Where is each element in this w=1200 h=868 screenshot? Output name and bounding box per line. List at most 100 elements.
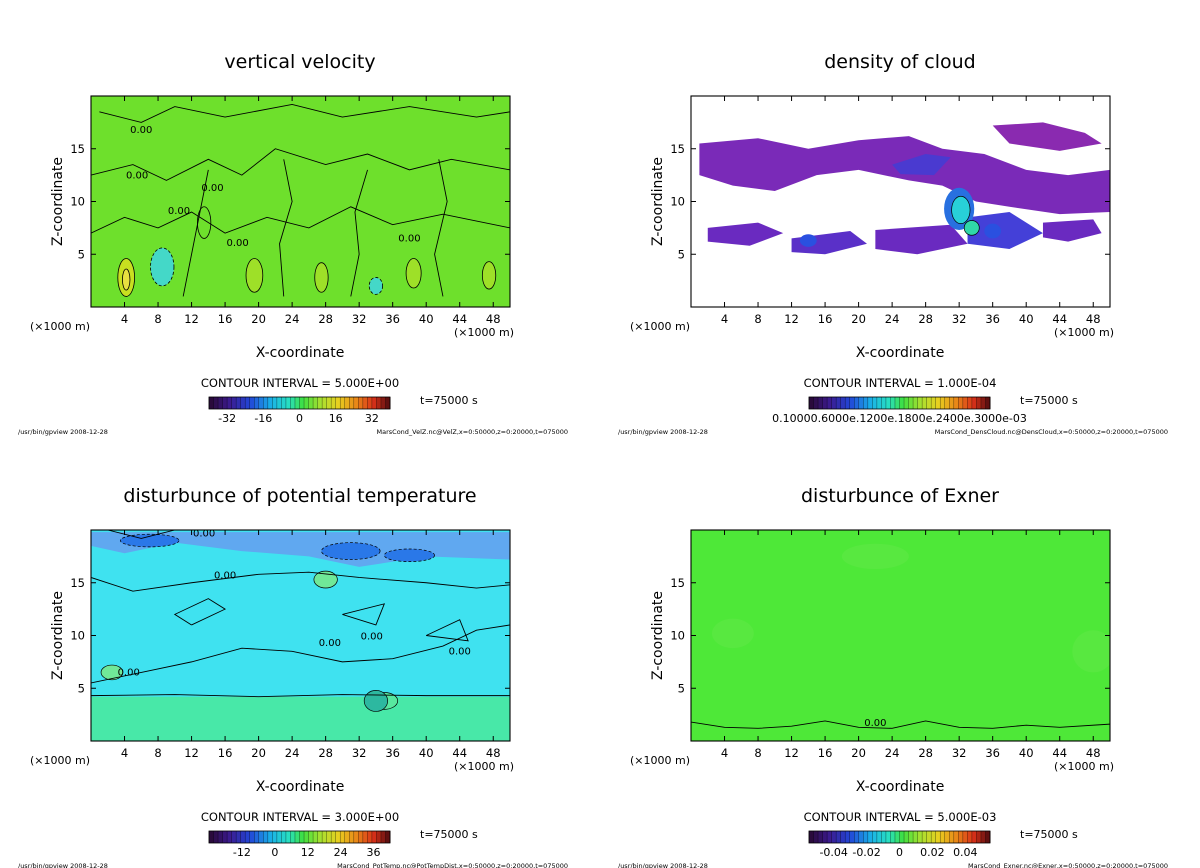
colorbar-swatch (913, 397, 919, 409)
colorbar-swatch (958, 397, 964, 409)
colorbar-swatch (236, 831, 242, 843)
contour-line (91, 694, 510, 698)
contour-cell (313, 570, 338, 589)
x-tick-label: 4 (121, 746, 128, 760)
colorbar-swatch (240, 397, 246, 409)
colorbar-swatch (276, 397, 282, 409)
colorbar-swatch (863, 397, 869, 409)
field-background (691, 530, 1110, 741)
colorbar-swatch (971, 831, 977, 843)
colorbar-tick-label: -32 (218, 412, 236, 425)
chart-title: disturbunce of potential temperature (123, 485, 476, 507)
colorbar-swatch (822, 831, 828, 843)
colorbar-swatch (249, 831, 255, 843)
colorbar-swatch (813, 831, 819, 843)
x-tick-label: 40 (1019, 312, 1034, 326)
colorbar-swatch (326, 397, 332, 409)
colorbar-swatch (822, 397, 828, 409)
colorbar-swatch (249, 397, 255, 409)
field-layer: 0.00 0.00 0.00 0.00 0.00 0.00 (91, 103, 510, 297)
colorbar-swatch (344, 397, 350, 409)
y-tick-label: 10 (70, 195, 85, 209)
colorbar-swatch (299, 397, 305, 409)
field-region (875, 224, 968, 255)
colorbar-swatch (845, 831, 851, 843)
colorbar-swatch (227, 831, 233, 843)
colorbar-swatch (335, 397, 341, 409)
footer-left: /usr/bin/gpview 2008-12-28 (618, 862, 708, 868)
x-tick-label: 36 (385, 746, 400, 760)
x-axis-label: X-coordinate (856, 779, 945, 795)
x-tick-label: 44 (452, 746, 467, 760)
colorbar-swatch (940, 397, 946, 409)
colorbar-swatch (308, 397, 314, 409)
colorbar-swatch (218, 397, 224, 409)
colorbar-tick-label: 16 (329, 412, 343, 425)
colorbar-swatch (267, 831, 273, 843)
colorbar-swatch (913, 831, 919, 843)
colorbar-swatch (985, 397, 991, 409)
x-tick-label: 8 (154, 746, 161, 760)
x-tick-label: 4 (121, 312, 128, 326)
contour-line (426, 619, 469, 642)
time-label: t=75000 s (420, 394, 478, 407)
contour-label: 0.00 (168, 206, 190, 217)
x-unit-right: (×1000 m) (1054, 760, 1114, 773)
colorbar-swatch (367, 397, 373, 409)
contour-label: 0.00 (193, 528, 215, 539)
colorbar-swatch (953, 397, 959, 409)
contour-cell (368, 277, 384, 295)
x-tick-label: 32 (352, 746, 367, 760)
colorbar-swatch (222, 831, 228, 843)
contour-line (99, 103, 510, 123)
colorbar-tick-label: 0 (896, 846, 903, 859)
colorbar-frame (808, 396, 991, 410)
colorbar-tick-label: -0.04 (819, 846, 847, 859)
colorbar-swatch (872, 397, 878, 409)
colorbar-swatch (263, 831, 269, 843)
contour-cell (963, 220, 980, 236)
colorbar-swatch (944, 397, 950, 409)
colorbar-swatch (890, 831, 896, 843)
colorbar-swatch (867, 397, 873, 409)
x-tick-label: 4 (721, 312, 728, 326)
x-tick-label: 20 (251, 746, 266, 760)
x-tick-label: 48 (486, 312, 501, 326)
chart-title: disturbunce of Exner (801, 485, 999, 507)
colorbar-swatch (854, 831, 860, 843)
footer-right: MarsCond_Exner.nc@Exner,x=0:50000,z=0:20… (968, 862, 1168, 868)
x-tick-label: 24 (885, 746, 900, 760)
contour-label: 0.00 (864, 718, 886, 729)
colorbar-swatch (380, 831, 386, 843)
colorbar-swatch (340, 397, 346, 409)
colorbar-swatch (831, 397, 837, 409)
colorbar-swatch (962, 831, 968, 843)
colorbar-swatch (967, 397, 973, 409)
x-tick-label: 40 (419, 746, 434, 760)
colorbar-swatch (236, 397, 242, 409)
colorbar-swatch (849, 397, 855, 409)
colorbar-swatch (931, 397, 937, 409)
colorbar-swatch (294, 831, 300, 843)
colorbar-frame (208, 396, 391, 410)
colorbar-swatch (944, 831, 950, 843)
y-tick-label: 5 (78, 247, 85, 261)
x-tick-label: 8 (754, 746, 761, 760)
colorbar-swatch (313, 831, 319, 843)
contour-cell (481, 261, 497, 290)
contour-cell (841, 543, 909, 570)
contour-interval: CONTOUR INTERVAL = 5.000E+00 (201, 376, 399, 390)
colorbar-swatch (322, 831, 328, 843)
contour-line (91, 206, 510, 234)
y-axis-label: Z-coordinate (50, 591, 66, 680)
colorbar-swatch (213, 397, 219, 409)
colorbar-swatch (258, 397, 264, 409)
colorbar-swatch (281, 831, 287, 843)
x-tick-label: 28 (918, 312, 933, 326)
x-tick-label: 48 (486, 746, 501, 760)
colorbar-swatch (872, 831, 878, 843)
colorbar-swatch (917, 397, 923, 409)
contour-line (279, 159, 293, 297)
colorbar-swatch (876, 397, 882, 409)
colorbar-swatch (218, 831, 224, 843)
